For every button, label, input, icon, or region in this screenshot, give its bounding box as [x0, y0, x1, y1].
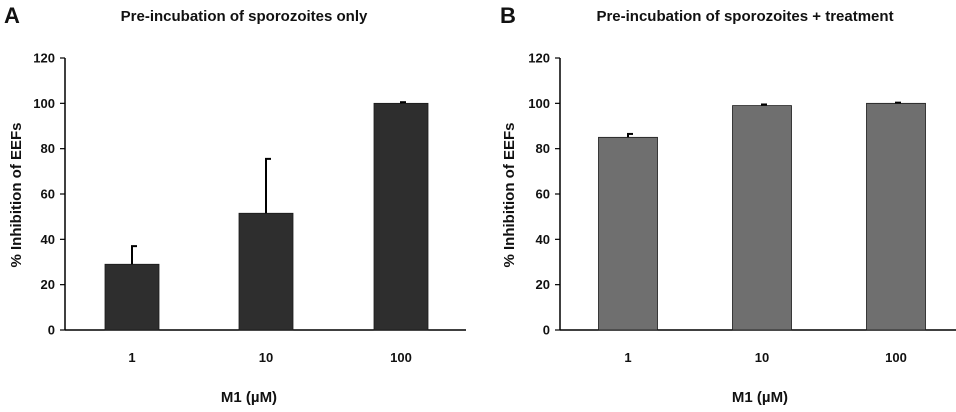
panel-a-y-tick-label: 120: [33, 51, 55, 66]
panel-a-error-bars: [131, 101, 406, 265]
panel-a-x-tick-label: 10: [259, 350, 273, 365]
panel-b-y-axis-label: % Inhibition of EEFs: [501, 123, 518, 268]
panel-a-error-bar-1: [131, 245, 137, 265]
panel-b-bar-100: [866, 102, 926, 331]
panel-a-title: Pre-incubation of sporozoites only: [121, 8, 368, 25]
panel-a-y-tick-label: 80: [41, 141, 55, 156]
panel-b-bar-10: [732, 105, 792, 331]
panel-a-bar-10: [238, 212, 294, 331]
panel-b-bar-1: [598, 136, 658, 331]
panel-b-y-tick-label: 100: [528, 96, 550, 111]
panel-a-bars: [104, 102, 429, 331]
panel-b-y-tick-label: 40: [536, 232, 550, 247]
panel-letter-a: A: [4, 3, 20, 28]
panel-b-error-bar-10: [761, 103, 767, 106]
panel-a-y-axis-label: % Inhibition of EEFs: [8, 123, 25, 268]
panel-b-y-tick-label: 60: [536, 187, 550, 202]
panel-a-bar-1: [104, 263, 160, 331]
panel-a-y-tick-label: 0: [48, 323, 55, 338]
panel-b-y-tick-label: 0: [543, 323, 550, 338]
panel-b-y-ticks: 0 20 40 60 80 100 120: [528, 51, 560, 338]
panel-a-y-tick-label: 40: [41, 232, 55, 247]
panel-b-y-tick-label: 120: [528, 51, 550, 66]
panel-b-title: Pre-incubation of sporozoites + treatmen…: [596, 8, 893, 25]
panel-b-bars: [598, 102, 926, 331]
panel-a-x-ticks: 1 10 100: [128, 350, 411, 365]
panel-b-x-tick-label: 10: [755, 350, 769, 365]
panel-a: A Pre-incubation of sporozoites only % I…: [4, 3, 466, 406]
panel-a-error-bar-100: [400, 101, 406, 104]
panel-b-error-bars: [627, 101, 901, 138]
panel-b-x-tick-label: 1: [624, 350, 631, 365]
panel-b-error-bar-100: [895, 101, 901, 104]
panel-b-error-bar-1: [627, 132, 633, 138]
panel-a-x-tick-label: 1: [128, 350, 135, 365]
panel-a-y-tick-label: 100: [33, 96, 55, 111]
panel-b-x-tick-label: 100: [885, 350, 907, 365]
panel-a-error-bar-10: [265, 157, 271, 214]
panel-a-x-tick-label: 100: [390, 350, 412, 365]
panel-b-x-axis-label: M1 (µM): [732, 389, 788, 406]
panel-b-y-tick-label: 20: [536, 277, 550, 292]
panel-a-y-tick-label: 20: [41, 277, 55, 292]
panel-a-y-tick-label: 60: [41, 187, 55, 202]
panel-b-y-tick-label: 80: [536, 141, 550, 156]
panel-b-x-ticks: 1 10 100: [624, 350, 906, 365]
panel-a-x-axis-label: M1 (µM): [221, 389, 277, 406]
panel-a-y-ticks: 0 20 40 60 80 100 120: [33, 51, 65, 338]
panel-a-bar-100: [373, 102, 429, 331]
panel-letter-b: B: [500, 3, 516, 28]
panel-b: B Pre-incubation of sporozoites + treatm…: [500, 3, 956, 406]
